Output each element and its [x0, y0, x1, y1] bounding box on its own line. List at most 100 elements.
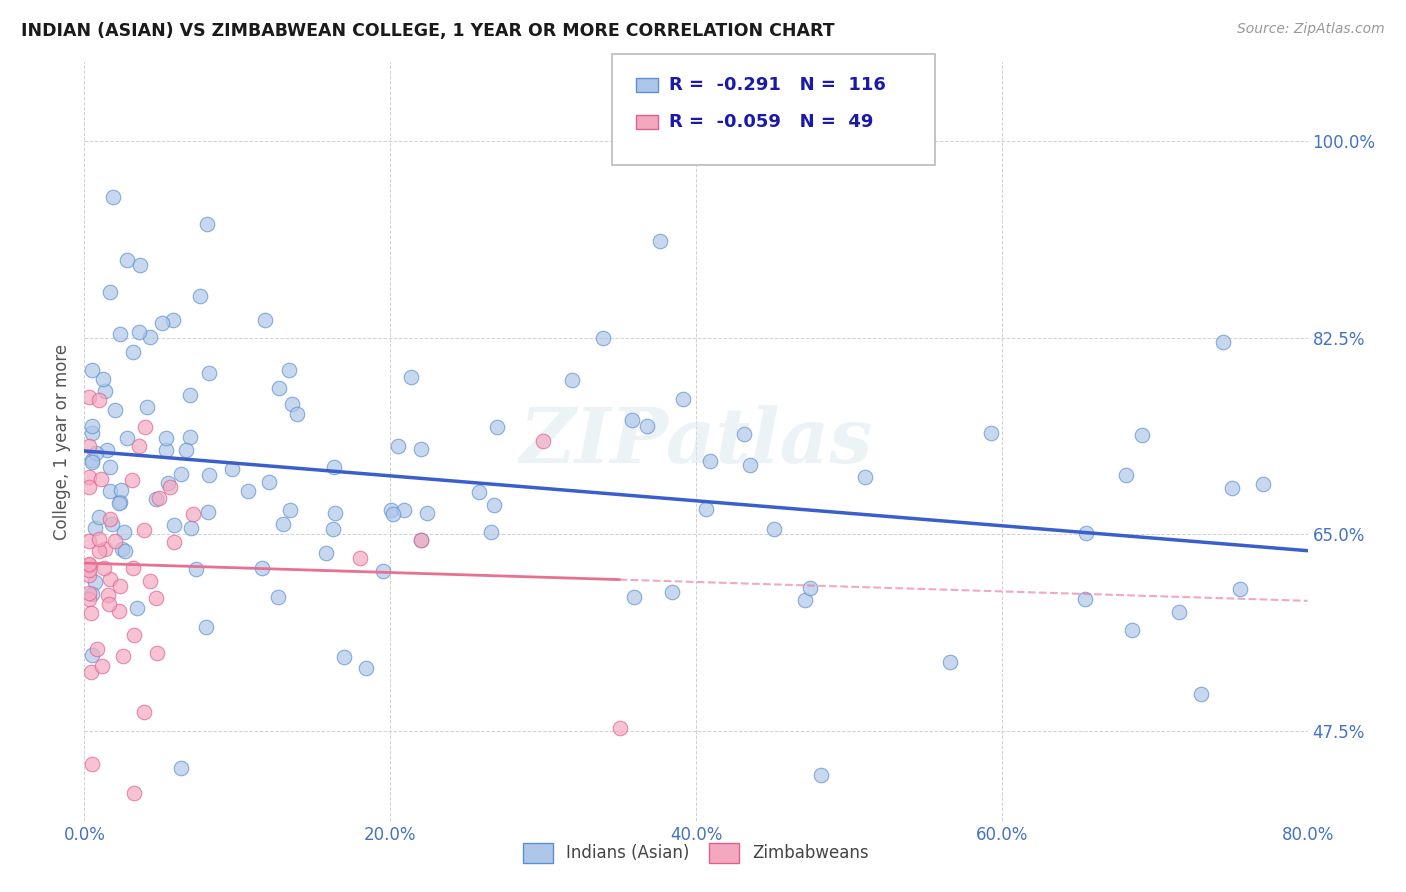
Y-axis label: College, 1 year or more: College, 1 year or more [53, 343, 72, 540]
Point [80, 453, 103, 467]
Point [623, 591, 645, 605]
Point [271, 516, 294, 531]
Point [1121, 623, 1143, 637]
Point [387, 439, 409, 453]
Text: R =  -0.059   N =  49: R = -0.059 N = 49 [669, 113, 873, 131]
Text: R =  -0.291   N =  116: R = -0.291 N = 116 [669, 76, 886, 94]
Point [253, 313, 276, 327]
Point [195, 218, 218, 232]
Point [89, 472, 111, 486]
Point [80, 587, 103, 601]
Point [197, 505, 219, 519]
Point [111, 541, 134, 556]
Point [128, 325, 150, 339]
Point [1189, 687, 1212, 701]
Point [267, 590, 290, 604]
Point [146, 647, 169, 661]
Point [84, 521, 107, 535]
Point [468, 484, 491, 499]
Point [170, 467, 193, 481]
Point [609, 721, 631, 735]
Point [198, 366, 221, 380]
Point [93, 561, 115, 575]
Point [162, 313, 184, 327]
Point [695, 502, 717, 516]
Point [77, 390, 100, 404]
Point [108, 495, 131, 509]
Point [1168, 605, 1191, 619]
Point [139, 330, 162, 344]
Point [93, 372, 115, 386]
Point [409, 533, 432, 547]
Point [98, 484, 121, 499]
Point [98, 460, 121, 475]
Point [259, 475, 281, 490]
Point [620, 413, 643, 427]
Point [650, 234, 672, 248]
Point [77, 567, 100, 582]
Point [87, 509, 110, 524]
Point [94, 384, 117, 399]
Point [108, 604, 131, 618]
Point [77, 558, 100, 572]
Point [1074, 591, 1097, 606]
Point [117, 252, 139, 267]
Point [186, 562, 208, 576]
Point [939, 656, 962, 670]
Point [87, 393, 110, 408]
Point [380, 503, 402, 517]
Point [145, 491, 167, 506]
Point [97, 588, 120, 602]
Point [179, 388, 201, 402]
Point [129, 258, 152, 272]
Point [409, 533, 432, 547]
Point [1212, 334, 1234, 349]
Point [392, 503, 415, 517]
Point [108, 327, 131, 342]
Point [122, 786, 145, 800]
Point [281, 397, 304, 411]
Point [80, 455, 103, 469]
Point [250, 561, 273, 575]
Point [138, 574, 160, 588]
Legend: Indians (Asian), Zimbabweans: Indians (Asian), Zimbabweans [516, 837, 876, 869]
Point [134, 420, 156, 434]
Point [124, 628, 146, 642]
Point [148, 491, 170, 506]
Point [349, 551, 371, 566]
Point [980, 426, 1002, 441]
Point [77, 439, 100, 453]
Point [1115, 468, 1137, 483]
Point [77, 563, 100, 577]
Point [561, 373, 583, 387]
Point [117, 431, 139, 445]
Point [110, 483, 132, 497]
Point [86, 642, 108, 657]
Point [121, 473, 143, 487]
Point [87, 544, 110, 558]
Point [90, 659, 112, 673]
Point [1220, 481, 1243, 495]
Point [322, 522, 344, 536]
Point [592, 330, 614, 344]
Point [94, 542, 117, 557]
Point [96, 442, 118, 457]
Point [179, 430, 201, 444]
Point [121, 561, 143, 575]
Point [77, 533, 100, 548]
Point [128, 439, 150, 453]
Point [238, 484, 260, 499]
Point [101, 516, 124, 531]
Point [107, 495, 129, 509]
Point [86, 446, 108, 460]
Point [145, 591, 167, 606]
Point [98, 512, 121, 526]
Point [135, 400, 157, 414]
Point [122, 345, 145, 359]
Text: INDIAN (ASIAN) VS ZIMBABWEAN COLLEGE, 1 YEAR OR MORE CORRELATION CHART: INDIAN (ASIAN) VS ZIMBABWEAN COLLEGE, 1 … [21, 22, 835, 40]
Point [531, 434, 554, 449]
Point [101, 190, 124, 204]
Point [104, 402, 127, 417]
Point [163, 534, 186, 549]
Point [371, 564, 394, 578]
